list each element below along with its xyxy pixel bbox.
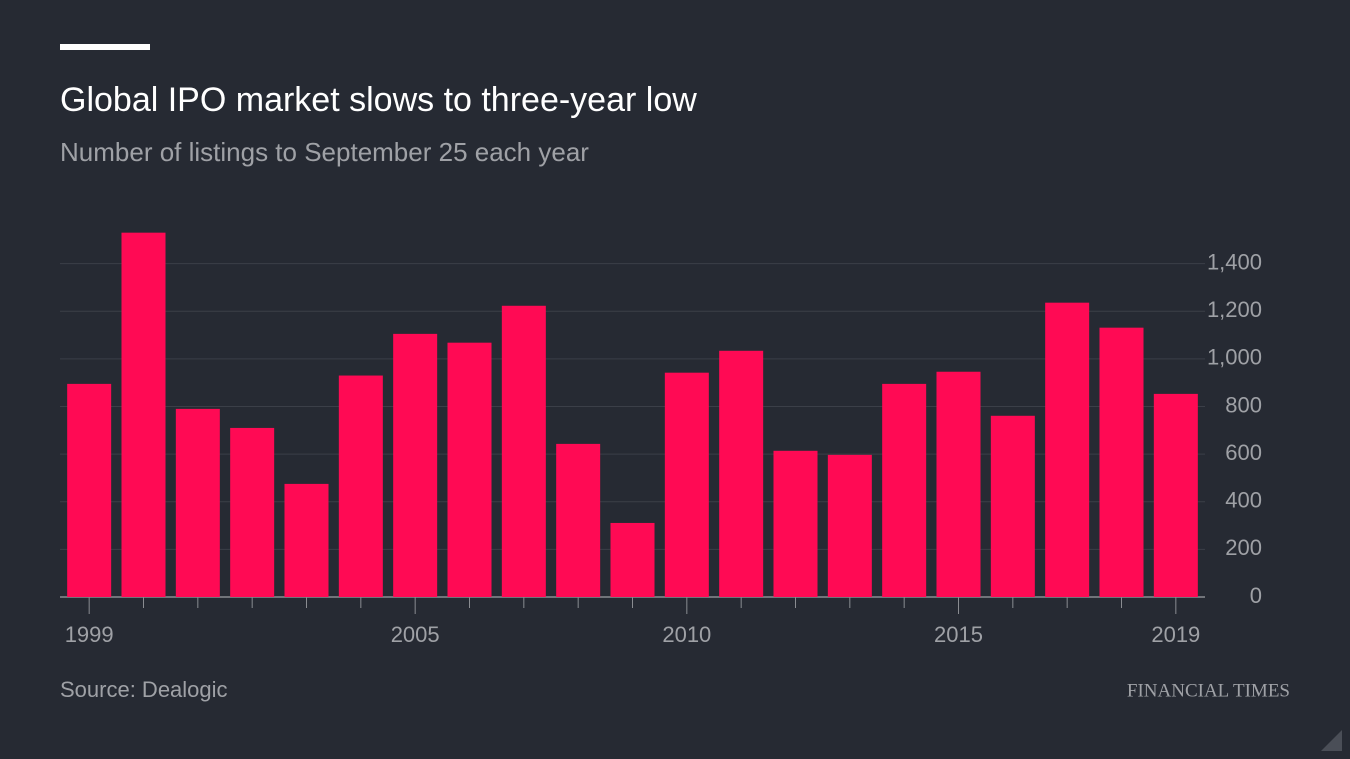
bar: [121, 232, 166, 597]
brand: FINANCIAL TIMES: [1127, 680, 1290, 701]
x-tick-label: 2015: [934, 622, 983, 647]
y-tick-label: 1,000: [1207, 345, 1262, 370]
bar: [501, 305, 546, 597]
bar: [827, 454, 872, 597]
bar: [175, 408, 220, 597]
bar: [719, 350, 764, 597]
x-tick-label: 2005: [391, 622, 440, 647]
corner-icon: [1321, 730, 1342, 751]
bar: [936, 371, 981, 597]
y-tick-label: 800: [1225, 392, 1262, 417]
chart-subtitle: Number of listings to September 25 each …: [60, 137, 589, 167]
y-tick-label: 1,400: [1207, 249, 1262, 274]
bar: [882, 383, 927, 597]
y-tick-label: 200: [1225, 535, 1262, 560]
bar: [447, 342, 492, 597]
bar: [284, 483, 329, 597]
y-tick-label: 1,200: [1207, 297, 1262, 322]
bar: [1045, 302, 1090, 597]
bar: [338, 375, 383, 597]
bar: [393, 333, 438, 597]
x-tick-label: 1999: [65, 622, 114, 647]
bar: [664, 372, 709, 597]
bar: [1099, 327, 1144, 597]
y-tick-label: 600: [1225, 440, 1262, 465]
bar: [773, 450, 818, 597]
y-tick-label: 0: [1250, 583, 1262, 608]
x-tick-label: 2019: [1151, 622, 1200, 647]
bar: [556, 443, 601, 597]
bar: [1153, 393, 1198, 597]
bar: [67, 383, 112, 597]
source: Source: Dealogic: [60, 677, 228, 702]
bar: [230, 427, 275, 597]
y-tick-label: 400: [1225, 488, 1262, 513]
header-rule: [60, 44, 150, 50]
chart-title: Global IPO market slows to three-year lo…: [60, 81, 697, 119]
bar: [610, 522, 655, 597]
x-tick-label: 2010: [662, 622, 711, 647]
bar: [990, 415, 1035, 597]
